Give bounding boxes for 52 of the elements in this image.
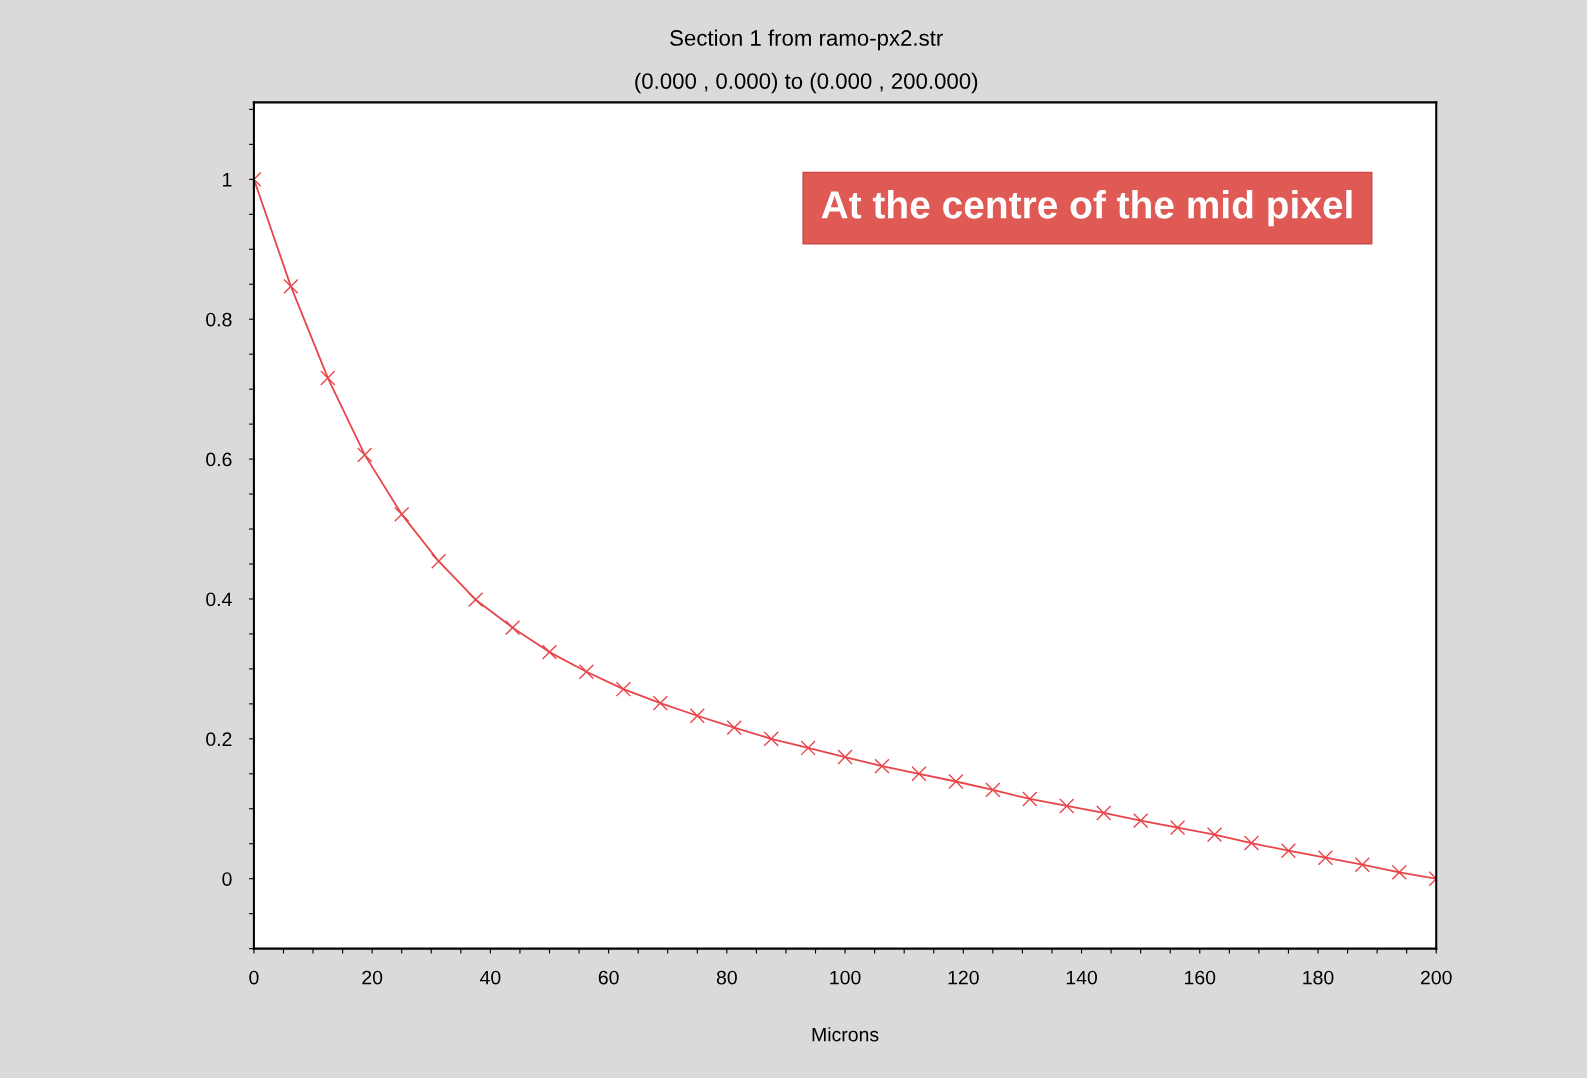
chart-title: Section 1 from ramo-px2.str (670, 29, 943, 51)
y-tick-label: 0.8 (206, 312, 232, 327)
point (431, 553, 447, 569)
point (1206, 827, 1223, 843)
point (837, 749, 853, 765)
point (283, 278, 299, 294)
point (1169, 820, 1186, 836)
point (689, 708, 705, 724)
annotation: At the centre of the mid pixel (821, 190, 1352, 227)
point (1317, 850, 1334, 866)
point (1243, 835, 1260, 851)
x-tick-label: 140 (1066, 970, 1097, 985)
x-tick-label: 0 (249, 970, 259, 985)
point (911, 766, 927, 782)
point (948, 773, 964, 790)
y-tick-label: 0.6 (206, 452, 232, 467)
chart-subtitle: (0.000 , 0.000) to (0.000 , 200.000) (635, 72, 978, 94)
x-axis-title: Microns (812, 1027, 879, 1042)
point (726, 720, 742, 736)
point (800, 740, 816, 756)
x-tick-label: 180 (1303, 970, 1334, 985)
point (541, 644, 558, 660)
point (1096, 805, 1112, 821)
y-tick-label: 0 (222, 872, 232, 886)
point (394, 506, 410, 522)
point (320, 370, 336, 386)
x-tick-label: 20 (362, 970, 383, 985)
point (615, 681, 632, 697)
point (1391, 864, 1407, 881)
point (467, 592, 484, 608)
x-tick-label: 40 (480, 970, 501, 985)
x-tick-label: 200 (1420, 970, 1452, 985)
point (985, 782, 1001, 798)
point (1022, 791, 1038, 807)
point (357, 447, 373, 463)
x-tick-label: 60 (598, 970, 619, 985)
point (652, 695, 668, 711)
x-tick-label: 160 (1185, 970, 1216, 985)
point (1133, 813, 1149, 829)
point (1059, 798, 1075, 814)
point (504, 619, 521, 636)
x-tick-label: 80 (716, 970, 737, 985)
point (578, 664, 595, 680)
y-tick-label: 0.4 (206, 592, 232, 607)
point (763, 731, 779, 747)
point (874, 758, 890, 774)
x-tick-label: 100 (830, 970, 861, 985)
point (1280, 843, 1297, 859)
y-tick-label: 0.2 (206, 732, 232, 747)
point (1354, 857, 1370, 873)
y-tick-label: 1 (223, 173, 232, 187)
x-tick-label: 120 (948, 970, 979, 985)
